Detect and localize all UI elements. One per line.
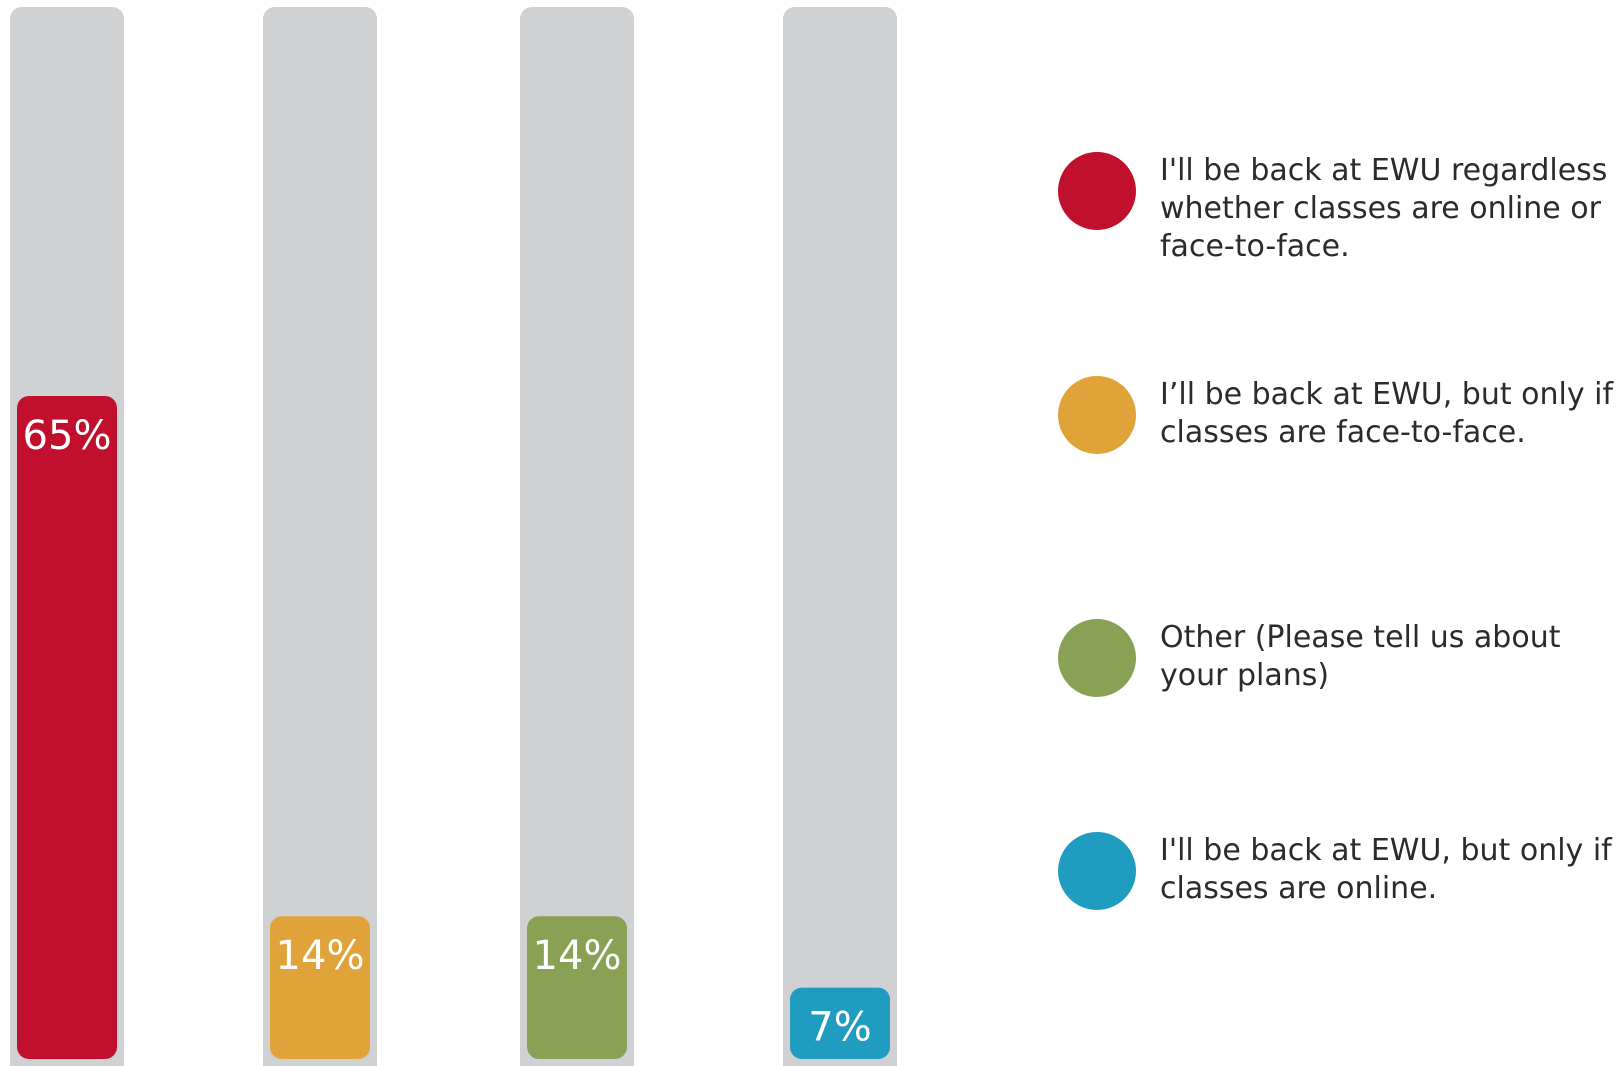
bar-face-to-face [270,916,370,1059]
bar-online [790,987,890,1059]
legend-label-other: Other (Please tell us about your plans) [1160,620,1561,693]
legend-label-face-to-face: I’ll be back at EWU, but only if classes… [1160,377,1614,450]
bar-value-label-online: 7% [808,1005,871,1051]
bar-track-other [520,7,634,1066]
legend-swatch-red-circle [1058,152,1136,230]
legend-swatch-blue-circle [1058,832,1136,910]
legend-label-online: I'll be back at EWU, but only if classes… [1160,833,1612,906]
bar-value-label-regardless: 65% [23,413,112,459]
legend-swatch-orange-circle [1058,376,1136,454]
bar-track-face-to-face [263,7,377,1066]
bar-value-label-face-to-face: 14% [276,933,365,979]
bar-value-label-other: 14% [533,933,622,979]
bar-track-online [783,7,897,1066]
legend-swatch-green-circle [1058,619,1136,697]
bar-other [527,916,627,1059]
legend-label-regardless: I'll be back at EWU regardless whether c… [1160,153,1608,264]
bar-regardless [17,396,117,1059]
